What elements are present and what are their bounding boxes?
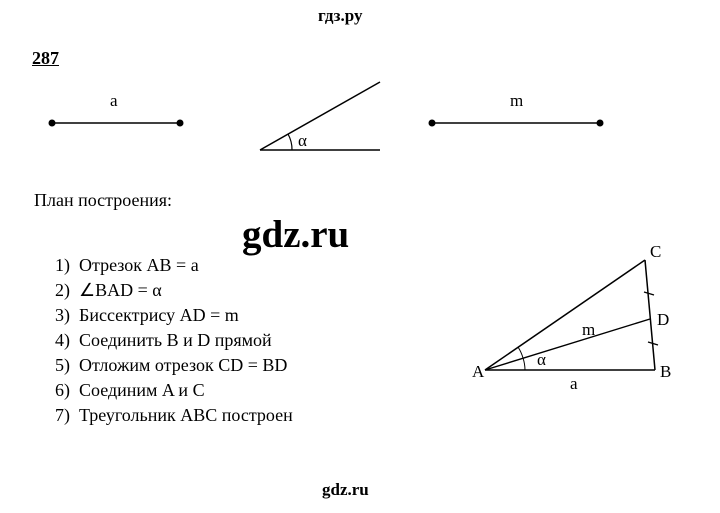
- header-bottom: gdz.ru: [322, 480, 369, 500]
- watermark: gdz.ru: [242, 212, 349, 257]
- angle-label: α: [298, 131, 307, 150]
- triangle-label-A: A: [472, 362, 485, 381]
- triangle-label-C: C: [650, 242, 661, 261]
- plan-item: 3) Биссектрису AD = m: [44, 305, 293, 326]
- triangle-figure: A B C D m α a: [470, 235, 680, 415]
- plan-item: 7) Треугольник ABC построен: [44, 405, 293, 426]
- triangle-label-D: D: [657, 310, 669, 329]
- triangle-label-m: m: [582, 320, 595, 339]
- segment-m-figure: m: [420, 88, 620, 138]
- triangle-label-a: a: [570, 374, 578, 393]
- plan-list: 1) Отрезок AB = a 2) ∠BAD = α 3) Биссект…: [44, 255, 293, 430]
- plan-item: 4) Соединить B и D прямой: [44, 330, 293, 351]
- plan-item: 5) Отложим отрезок CD = BD: [44, 355, 293, 376]
- segment-a-label: a: [110, 91, 118, 110]
- plan-item: 6) Соединим A и C: [44, 380, 293, 401]
- problem-number: 287: [32, 48, 59, 69]
- plan-title: План построения:: [34, 190, 172, 211]
- triangle-label-B: B: [660, 362, 671, 381]
- triangle-label-alpha: α: [537, 350, 546, 369]
- header-top: гдз.ру: [318, 6, 363, 26]
- plan-item: 2) ∠BAD = α: [44, 280, 293, 301]
- segment-a-figure: a: [40, 88, 200, 138]
- plan-item: 1) Отрезок AB = a: [44, 255, 293, 276]
- angle-figure: α: [240, 70, 400, 160]
- segment-m-label: m: [510, 91, 523, 110]
